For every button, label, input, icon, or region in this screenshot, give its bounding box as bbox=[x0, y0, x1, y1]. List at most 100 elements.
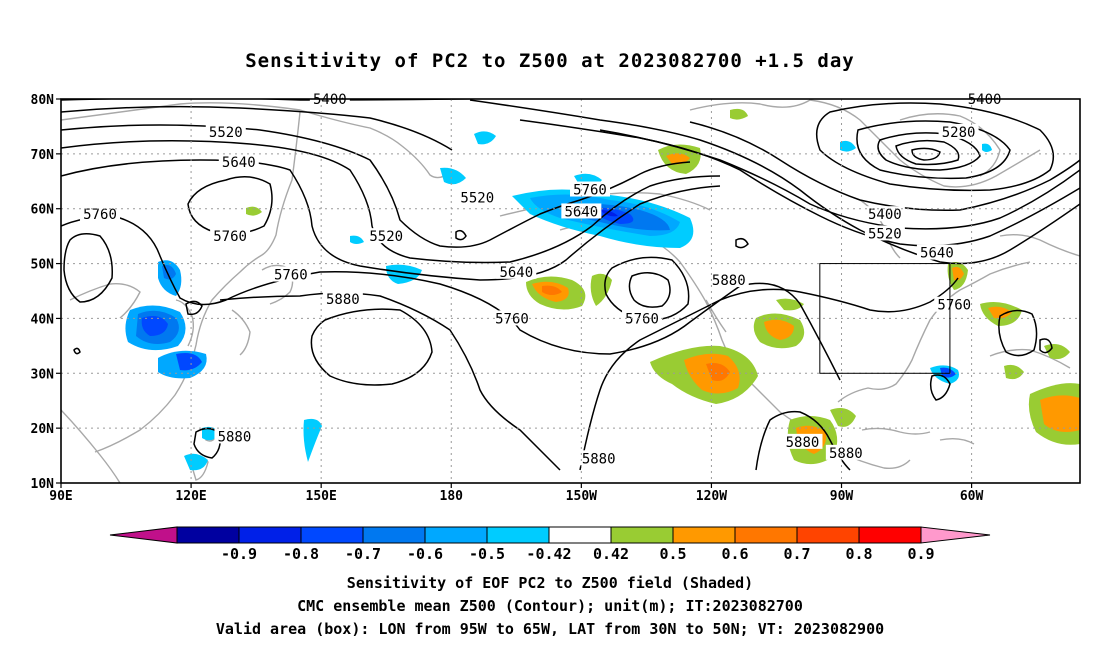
colorbar-swatch bbox=[176, 526, 240, 544]
colorbar-label: 0.9 bbox=[907, 545, 934, 563]
neg-area bbox=[940, 367, 956, 378]
lat-tick-label: 50N bbox=[31, 258, 55, 273]
lon-tick-label: 90E bbox=[49, 489, 72, 504]
contour-label-bg bbox=[218, 154, 259, 170]
colorbar-swatch bbox=[424, 526, 488, 544]
pos-area bbox=[706, 363, 730, 381]
lat-tick-label: 80N bbox=[31, 93, 55, 108]
neg-area bbox=[474, 131, 496, 145]
colorbar-swatch bbox=[238, 526, 302, 544]
lon-tick-label: 150E bbox=[306, 489, 337, 504]
colorbar-swatch bbox=[858, 526, 922, 544]
colorbar-low-extend bbox=[109, 526, 178, 544]
contour-label-bg bbox=[622, 310, 663, 326]
contour-label-bg bbox=[496, 263, 537, 279]
contour-label-bg bbox=[205, 123, 246, 139]
lon-tick-label: 120E bbox=[175, 489, 206, 504]
colorbar-label: -0.42 bbox=[526, 545, 571, 563]
colorbar-label: -0.7 bbox=[345, 545, 381, 563]
longitude-axis: 90E 120E 150E 180 150W 120W 90W 60W bbox=[49, 483, 984, 504]
contour-label: 5880 bbox=[326, 292, 360, 308]
lat-tick-label: 40N bbox=[31, 312, 55, 327]
contour-label-bg bbox=[938, 123, 979, 139]
neg-area bbox=[600, 210, 618, 217]
contour-label: 5880 bbox=[218, 429, 252, 445]
contour-label: 5520 bbox=[369, 229, 403, 245]
caption-valid-area: Valid area (box): LON from 95W to 65W, L… bbox=[215, 620, 885, 638]
contour-label-bg bbox=[214, 428, 255, 444]
pos-area bbox=[1040, 395, 1080, 432]
contour-label: 5760 bbox=[274, 268, 308, 284]
lon-tick-label: 60W bbox=[960, 489, 984, 504]
contour-label-bg bbox=[782, 433, 823, 449]
colorbar-label: 0.6 bbox=[721, 545, 748, 563]
lat-tick-label: 60N bbox=[31, 203, 55, 218]
contour-label: 5280 bbox=[942, 125, 976, 141]
colorbar-label: -0.6 bbox=[407, 545, 443, 563]
colorbar-label: 0.7 bbox=[783, 545, 810, 563]
contour-label: 5520 bbox=[868, 226, 902, 242]
pos-area bbox=[730, 108, 748, 120]
contour-label: 5760 bbox=[83, 207, 117, 223]
contour-label-bg bbox=[825, 444, 866, 460]
contour-label: 5760 bbox=[937, 298, 971, 314]
colorbar-swatch bbox=[300, 526, 364, 544]
contour-label-bg bbox=[708, 272, 749, 288]
pos-area bbox=[666, 153, 690, 165]
pos-area bbox=[246, 206, 262, 216]
contour-label-bg bbox=[916, 244, 957, 260]
pos-area bbox=[1044, 344, 1070, 360]
neg-area bbox=[184, 453, 208, 471]
contour-label: 5760 bbox=[495, 311, 529, 327]
colorbar-swatch bbox=[486, 526, 550, 544]
colorbar-label: -0.8 bbox=[283, 545, 319, 563]
lon-tick-label: 120W bbox=[696, 489, 727, 504]
contour-label: 5520 bbox=[460, 191, 494, 207]
neg-area bbox=[982, 143, 992, 152]
contour-label-bg bbox=[561, 203, 602, 219]
contour-label-bg bbox=[570, 181, 611, 197]
sensitivity-shading bbox=[125, 108, 1080, 471]
contour-label-bg bbox=[80, 206, 121, 222]
contour-label: 5880 bbox=[712, 273, 746, 289]
colorbar-label: 0.5 bbox=[659, 545, 686, 563]
contour-label: 5880 bbox=[582, 451, 616, 467]
pos-area bbox=[590, 273, 612, 306]
caption-shading: Sensitivity of EOF PC2 to Z500 field (Sh… bbox=[346, 574, 754, 592]
colorbar-label: 0.8 bbox=[845, 545, 872, 563]
map-frame bbox=[60, 98, 1081, 484]
contour-label-bg bbox=[366, 228, 407, 244]
neg-area bbox=[840, 140, 856, 152]
contour-label-bg bbox=[578, 450, 619, 466]
lat-tick-label: 30N bbox=[31, 367, 55, 382]
contour-label-bg bbox=[864, 206, 905, 222]
neg-area bbox=[350, 235, 364, 244]
valid-area-box bbox=[819, 263, 951, 374]
contour-label-bg bbox=[322, 291, 363, 307]
latitude-axis: 80N 70N 60N 50N 40N 30N 20N 10N bbox=[31, 93, 61, 492]
contour-label: 5760 bbox=[625, 311, 659, 327]
colorbar-swatch bbox=[362, 526, 426, 544]
contour-label: 5760 bbox=[213, 229, 247, 245]
colorbar: -0.9 -0.8 -0.7 -0.6 -0.5 -0.42 0.42 0.5 0.6 0.7 0.… bbox=[109, 526, 991, 563]
neg-area bbox=[303, 418, 322, 462]
colorbar-swatch bbox=[796, 526, 860, 544]
contour-label-bg bbox=[934, 296, 975, 312]
contour-label: 5400 bbox=[313, 92, 347, 108]
pos-area bbox=[776, 298, 804, 311]
colorbar-swatch bbox=[548, 526, 612, 544]
pos-area bbox=[952, 266, 964, 281]
lat-tick-label: 70N bbox=[31, 148, 55, 163]
colorbar-label: -0.5 bbox=[469, 545, 505, 563]
graticule bbox=[61, 99, 1080, 483]
neg-area bbox=[176, 353, 202, 371]
pos-area bbox=[1004, 364, 1024, 380]
contour-label: 5400 bbox=[868, 207, 902, 223]
contour-label: 5640 bbox=[222, 155, 256, 171]
colorbar-label: -0.9 bbox=[221, 545, 257, 563]
colorbar-label: 0.42 bbox=[593, 545, 629, 563]
contour-label: 5520 bbox=[209, 125, 243, 141]
contour-label-bg bbox=[457, 189, 498, 205]
lat-tick-label: 20N bbox=[31, 422, 55, 437]
